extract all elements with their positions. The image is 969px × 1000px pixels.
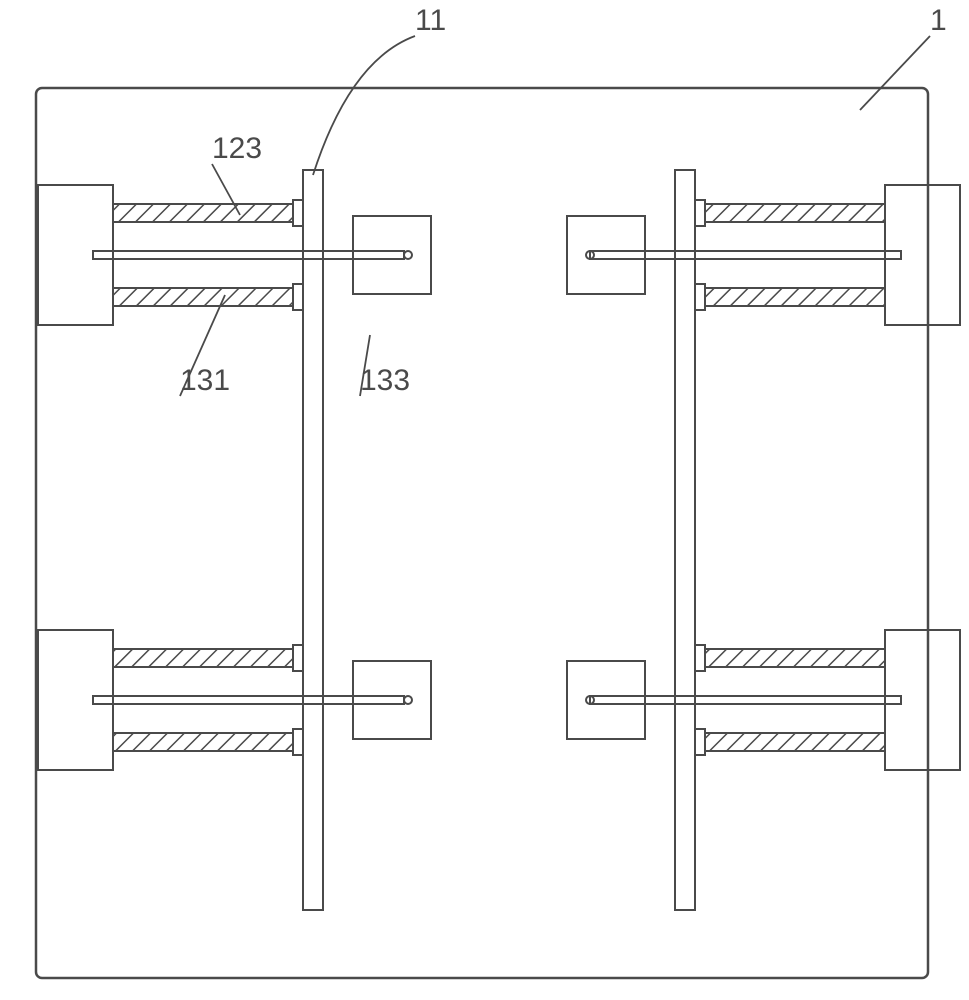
clamp-L-255 (93, 204, 412, 306)
label-133: 133 (360, 335, 410, 397)
label-text-1: 1 (930, 4, 947, 37)
label-131: 131 (180, 295, 230, 397)
clamp-L-700 (93, 649, 412, 751)
label-11: 11 (313, 4, 446, 175)
clamp-R-700 (586, 649, 901, 751)
label-text-131: 131 (180, 364, 230, 397)
label-123: 123 (212, 132, 262, 215)
rail-left (303, 170, 323, 910)
diagram-canvas: 111123131133 (0, 0, 969, 1000)
label-text-11: 11 (415, 4, 446, 37)
clamp-R-255 (586, 204, 901, 306)
label-text-133: 133 (360, 364, 410, 397)
label-1: 1 (860, 4, 947, 110)
rail-right (675, 170, 695, 910)
label-text-123: 123 (212, 132, 262, 165)
